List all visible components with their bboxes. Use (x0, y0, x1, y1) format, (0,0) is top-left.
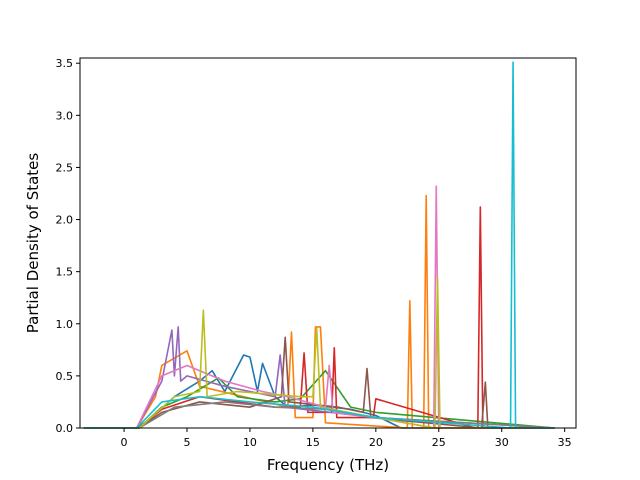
series-line-5 (83, 326, 555, 429)
x-axis: 0 5 10 15 20 25 30 35 (121, 428, 572, 449)
x-tick-label: 25 (432, 436, 446, 449)
plot-frame (79, 57, 577, 429)
x-tick-label: 15 (306, 436, 320, 449)
y-tick-label: 0.5 (56, 370, 74, 383)
x-axis-label: Frequency (THz) (267, 456, 389, 474)
x-tick-label: 35 (558, 436, 572, 449)
y-tick-label: 3.5 (56, 57, 74, 70)
y-axis: 0.0 0.5 1.0 1.5 2.0 2.5 3.0 3.5 (56, 57, 80, 435)
y-tick-label: 1.0 (56, 318, 74, 331)
y-axis-label: Partial Density of States (24, 153, 42, 334)
x-tick-label: 30 (495, 436, 509, 449)
y-tick-label: 2.5 (56, 161, 74, 174)
series-line-10 (83, 61, 555, 429)
y-tick-label: 0.0 (56, 422, 74, 435)
x-tick-label: 10 (243, 436, 257, 449)
series-line-7 (83, 185, 555, 429)
y-tick-label: 3.0 (56, 109, 74, 122)
y-tick-label: 1.5 (56, 266, 74, 279)
x-tick-label: 5 (184, 436, 191, 449)
series-line-9 (83, 277, 555, 429)
plot-area (83, 61, 555, 429)
y-tick-label: 2.0 (56, 214, 74, 227)
x-tick-label: 20 (369, 436, 383, 449)
x-tick-label: 0 (121, 436, 128, 449)
